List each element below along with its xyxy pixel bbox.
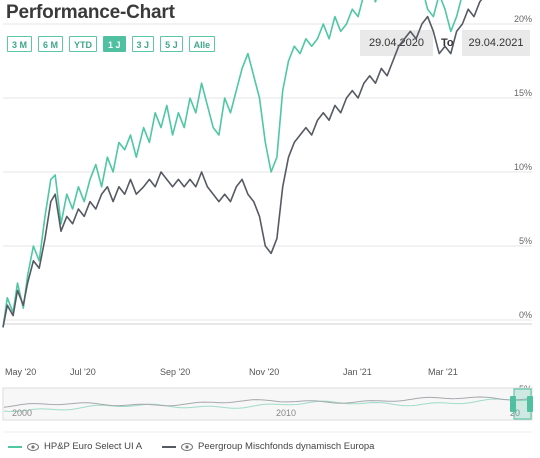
range-button-1j[interactable]: 1 J	[103, 36, 126, 52]
y-tick-label: 10%	[514, 162, 532, 172]
range-button-alle[interactable]: Alle	[188, 36, 216, 52]
x-tick-label: Sep '20	[160, 367, 190, 377]
range-button-6m[interactable]: 6 M	[38, 36, 64, 52]
legend-swatch-peer	[162, 445, 177, 448]
range-navigator[interactable]: 2000 2010 20	[2, 387, 533, 433]
x-tick-label: May '20	[5, 367, 36, 377]
chart-legend: HP&P Euro Select UI A Peergroup Mischfon…	[8, 441, 374, 452]
y-tick-label: 20%	[514, 14, 532, 24]
series-line-peer	[2, 0, 483, 328]
page-title: Performance-Chart	[6, 2, 175, 23]
eye-icon	[27, 442, 39, 451]
navigator-tick-label: 20	[510, 408, 520, 418]
legend-label-fund: HP&P Euro Select UI A	[44, 441, 143, 452]
x-tick-label: Mar '21	[428, 367, 458, 377]
y-tick-label: 5%	[519, 236, 532, 246]
navigator-handle-left	[510, 396, 516, 412]
navigator-line-fund	[3, 398, 529, 413]
legend-label-peer: Peergroup Mischfonds dynamisch Europa	[198, 441, 375, 452]
y-tick-label: 0%	[519, 310, 532, 320]
legend-item-peer[interactable]: Peergroup Mischfonds dynamisch Europa	[162, 441, 374, 452]
range-button-5j[interactable]: 5 J	[160, 36, 183, 52]
navigator-tick-label: 2010	[276, 408, 296, 418]
navigator-handle-right	[527, 396, 533, 412]
y-tick-label: 15%	[514, 88, 532, 98]
x-tick-label: Nov '20	[249, 367, 279, 377]
navigator-tick-label: 2000	[12, 408, 32, 418]
series-line-fund	[2, 0, 462, 328]
eye-icon	[181, 442, 194, 451]
range-button-group: 3 M 6 M YTD 1 J 3 J 5 J Alle	[7, 36, 216, 52]
x-tick-label: Jan '21	[343, 367, 372, 377]
navigator-line-peer	[3, 396, 529, 408]
legend-item-fund[interactable]: HP&P Euro Select UI A	[8, 441, 142, 452]
legend-swatch-fund	[8, 445, 22, 448]
range-button-3j[interactable]: 3 J	[131, 36, 155, 52]
x-tick-label: Jul '20	[70, 367, 96, 377]
date-to-input[interactable]: 29.04.2021	[462, 30, 530, 56]
range-button-ytd[interactable]: YTD	[69, 36, 98, 52]
range-button-3m[interactable]: 3 M	[7, 36, 33, 52]
